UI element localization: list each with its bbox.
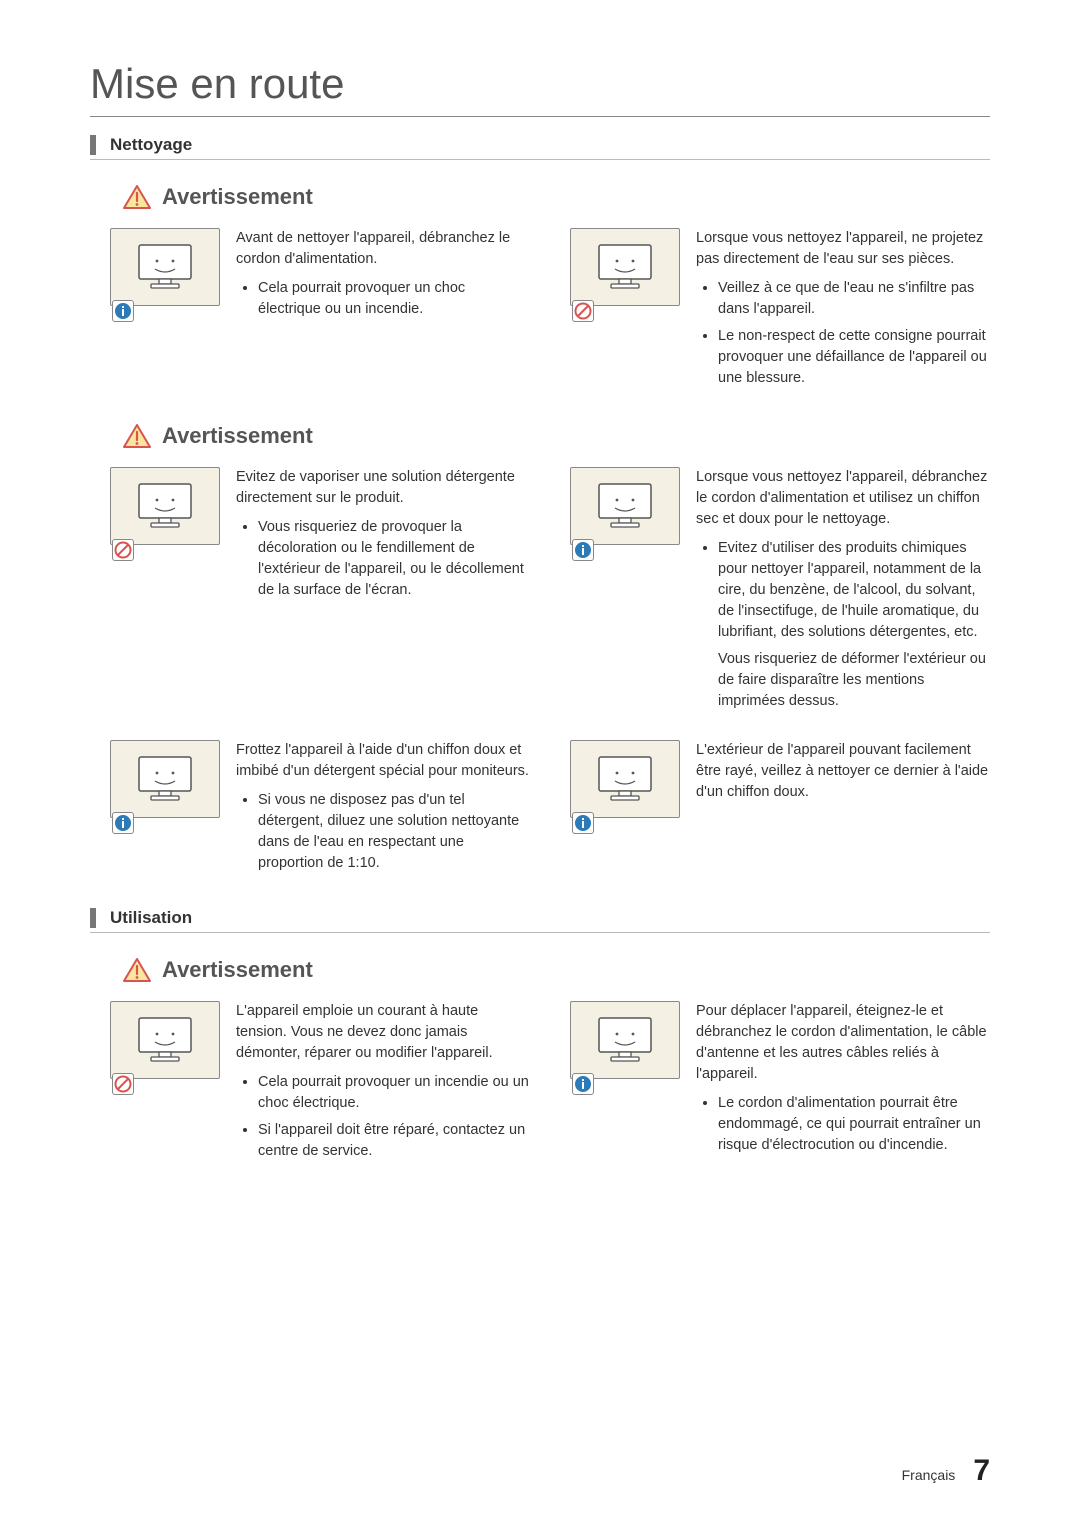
footer-page-number: 7 bbox=[973, 1454, 990, 1488]
illustration-box bbox=[110, 1001, 220, 1079]
prohibit-badge-icon bbox=[112, 539, 134, 561]
illustration-box bbox=[110, 228, 220, 306]
text-block: Evitez de vaporiser une solution déterge… bbox=[236, 467, 530, 712]
bullet-list: Evitez d'utiliser des produits chimiques… bbox=[696, 538, 990, 643]
bullet-item: Si l'appareil doit être réparé, contacte… bbox=[258, 1120, 530, 1162]
warning-heading: Avertissement bbox=[122, 423, 990, 449]
lead-text: Frottez l'appareil à l'aide d'un chiffon… bbox=[236, 740, 530, 782]
warning-heading: Avertissement bbox=[122, 184, 990, 210]
info-badge-icon bbox=[572, 539, 594, 561]
warning-item: L'extérieur de l'appareil pouvant facile… bbox=[570, 740, 990, 880]
warning-label: Avertissement bbox=[162, 957, 313, 983]
illustration-box bbox=[570, 467, 680, 545]
prohibit-badge-icon bbox=[572, 300, 594, 322]
bullet-list: Le cordon d'alimentation pourrait être e… bbox=[696, 1093, 990, 1156]
illustration bbox=[570, 467, 680, 567]
warning-item: Pour déplacer l'appareil, éteignez-le et… bbox=[570, 1001, 990, 1168]
lead-text: Lorsque vous nettoyez l'appareil, débran… bbox=[696, 467, 990, 530]
warning-row: L'appareil emploie un courant à haute te… bbox=[110, 1001, 990, 1168]
page-footer: Français 7 bbox=[902, 1454, 990, 1488]
illustration-box bbox=[570, 740, 680, 818]
sub-note: Vous risqueriez de déformer l'extérieur … bbox=[718, 649, 990, 712]
footer-language: Français bbox=[902, 1467, 956, 1483]
illustration-box bbox=[110, 467, 220, 545]
info-badge-icon bbox=[572, 812, 594, 834]
warning-item: Evitez de vaporiser une solution déterge… bbox=[110, 467, 530, 712]
section-bar-icon bbox=[90, 908, 96, 928]
section-divider bbox=[90, 932, 990, 933]
warning-label: Avertissement bbox=[162, 423, 313, 449]
lead-text: Pour déplacer l'appareil, éteignez-le et… bbox=[696, 1001, 990, 1085]
section-divider bbox=[90, 159, 990, 160]
warning-row: Evitez de vaporiser une solution déterge… bbox=[110, 467, 990, 712]
warning-heading: Avertissement bbox=[122, 957, 990, 983]
bullet-item: Le non-respect de cette consigne pourrai… bbox=[718, 326, 990, 389]
info-badge-icon bbox=[572, 1073, 594, 1095]
bullet-list: Veillez à ce que de l'eau ne s'infiltre … bbox=[696, 278, 990, 389]
bullet-list: Vous risqueriez de provoquer la décolora… bbox=[236, 517, 530, 601]
title-divider bbox=[90, 116, 990, 117]
lead-text: Evitez de vaporiser une solution déterge… bbox=[236, 467, 530, 509]
lead-text: Avant de nettoyer l'appareil, débranchez… bbox=[236, 228, 530, 270]
warning-item: Avant de nettoyer l'appareil, débranchez… bbox=[110, 228, 530, 395]
warning-item: Frottez l'appareil à l'aide d'un chiffon… bbox=[110, 740, 530, 880]
section-title: Nettoyage bbox=[110, 135, 192, 155]
bullet-item: Le cordon d'alimentation pourrait être e… bbox=[718, 1093, 990, 1156]
bullet-item: Cela pourrait provoquer un incendie ou u… bbox=[258, 1072, 530, 1114]
warning-item: Lorsque vous nettoyez l'appareil, débran… bbox=[570, 467, 990, 712]
warning-triangle-icon bbox=[122, 184, 152, 210]
illustration-box bbox=[570, 228, 680, 306]
section-header: Nettoyage bbox=[90, 135, 990, 155]
lead-text: L'extérieur de l'appareil pouvant facile… bbox=[696, 740, 990, 803]
page-title: Mise en route bbox=[90, 60, 990, 108]
bullet-item: Cela pourrait provoquer un choc électriq… bbox=[258, 278, 530, 320]
illustration bbox=[570, 740, 680, 840]
warning-label: Avertissement bbox=[162, 184, 313, 210]
illustration bbox=[110, 467, 220, 567]
text-block: L'extérieur de l'appareil pouvant facile… bbox=[696, 740, 990, 880]
bullet-item: Vous risqueriez de provoquer la décolora… bbox=[258, 517, 530, 601]
text-block: Lorsque vous nettoyez l'appareil, débran… bbox=[696, 467, 990, 712]
text-block: L'appareil emploie un courant à haute te… bbox=[236, 1001, 530, 1168]
bullet-item: Evitez d'utiliser des produits chimiques… bbox=[718, 538, 990, 643]
bullet-list: Cela pourrait provoquer un incendie ou u… bbox=[236, 1072, 530, 1162]
info-badge-icon bbox=[112, 812, 134, 834]
illustration-box bbox=[110, 740, 220, 818]
illustration bbox=[110, 1001, 220, 1101]
section-title: Utilisation bbox=[110, 908, 192, 928]
illustration bbox=[570, 228, 680, 328]
warning-triangle-icon bbox=[122, 957, 152, 983]
text-block: Lorsque vous nettoyez l'appareil, ne pro… bbox=[696, 228, 990, 395]
bullet-item: Veillez à ce que de l'eau ne s'infiltre … bbox=[718, 278, 990, 320]
bullet-item: Si vous ne disposez pas d'un tel déterge… bbox=[258, 790, 530, 874]
section-bar-icon bbox=[90, 135, 96, 155]
bullet-list: Cela pourrait provoquer un choc électriq… bbox=[236, 278, 530, 320]
text-block: Frottez l'appareil à l'aide d'un chiffon… bbox=[236, 740, 530, 880]
section-header: Utilisation bbox=[90, 908, 990, 928]
text-block: Pour déplacer l'appareil, éteignez-le et… bbox=[696, 1001, 990, 1168]
warning-triangle-icon bbox=[122, 423, 152, 449]
illustration bbox=[570, 1001, 680, 1101]
info-badge-icon bbox=[112, 300, 134, 322]
lead-text: Lorsque vous nettoyez l'appareil, ne pro… bbox=[696, 228, 990, 270]
warning-row: Avant de nettoyer l'appareil, débranchez… bbox=[110, 228, 990, 395]
bullet-list: Si vous ne disposez pas d'un tel déterge… bbox=[236, 790, 530, 874]
illustration bbox=[110, 228, 220, 328]
warning-item: L'appareil emploie un courant à haute te… bbox=[110, 1001, 530, 1168]
lead-text: L'appareil emploie un courant à haute te… bbox=[236, 1001, 530, 1064]
warning-item: Lorsque vous nettoyez l'appareil, ne pro… bbox=[570, 228, 990, 395]
warning-row: Frottez l'appareil à l'aide d'un chiffon… bbox=[110, 740, 990, 880]
illustration-box bbox=[570, 1001, 680, 1079]
illustration bbox=[110, 740, 220, 840]
prohibit-badge-icon bbox=[112, 1073, 134, 1095]
text-block: Avant de nettoyer l'appareil, débranchez… bbox=[236, 228, 530, 395]
